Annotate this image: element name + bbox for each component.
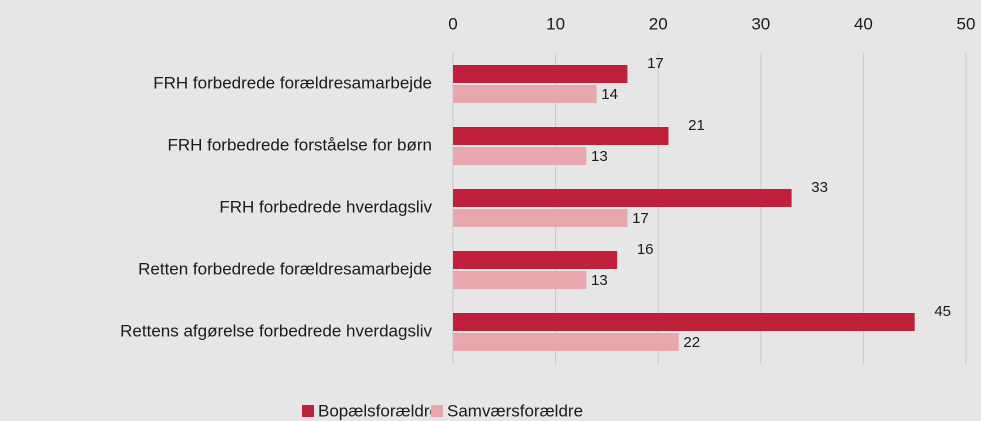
value-label: 21	[688, 117, 705, 134]
bar	[453, 209, 628, 227]
value-label: 13	[591, 272, 608, 289]
value-label: 13	[591, 148, 608, 165]
value-label: 22	[683, 334, 700, 351]
y-tick-label: FRH forbedrede forældresamarbejde	[153, 73, 432, 92]
bar	[453, 189, 792, 207]
y-tick-label: Rettens afgørelse forbedrede hverdagsliv	[120, 321, 432, 340]
value-label: 17	[647, 55, 664, 72]
bar	[453, 271, 587, 289]
value-label: 33	[811, 179, 828, 196]
x-tick-label: 50	[957, 14, 976, 33]
bar	[453, 127, 669, 145]
x-tick-label: 40	[854, 14, 873, 33]
y-tick-label: Retten forbedrede forældresamarbejde	[138, 259, 432, 278]
bar	[453, 65, 628, 83]
bar	[453, 147, 587, 165]
bar	[453, 251, 618, 269]
x-tick-label: 10	[546, 14, 565, 33]
value-label: 14	[601, 86, 618, 103]
y-tick-label: FRH forbedrede forståelse for børn	[167, 135, 432, 154]
bar	[453, 333, 679, 351]
bar	[453, 313, 915, 331]
bar	[453, 85, 597, 103]
value-label: 16	[637, 241, 654, 258]
legend-swatch	[302, 405, 314, 417]
legend-label: Samværsforældre	[447, 401, 583, 420]
x-tick-label: 0	[448, 14, 457, 33]
x-tick-label: 20	[649, 14, 668, 33]
legend-label: Bopælsforældre	[318, 401, 439, 420]
legend-swatch	[431, 405, 443, 417]
value-label: 45	[934, 303, 951, 320]
x-tick-label: 30	[751, 14, 770, 33]
y-tick-label: FRH forbedrede hverdagsliv	[219, 197, 432, 216]
value-label: 17	[632, 210, 649, 227]
